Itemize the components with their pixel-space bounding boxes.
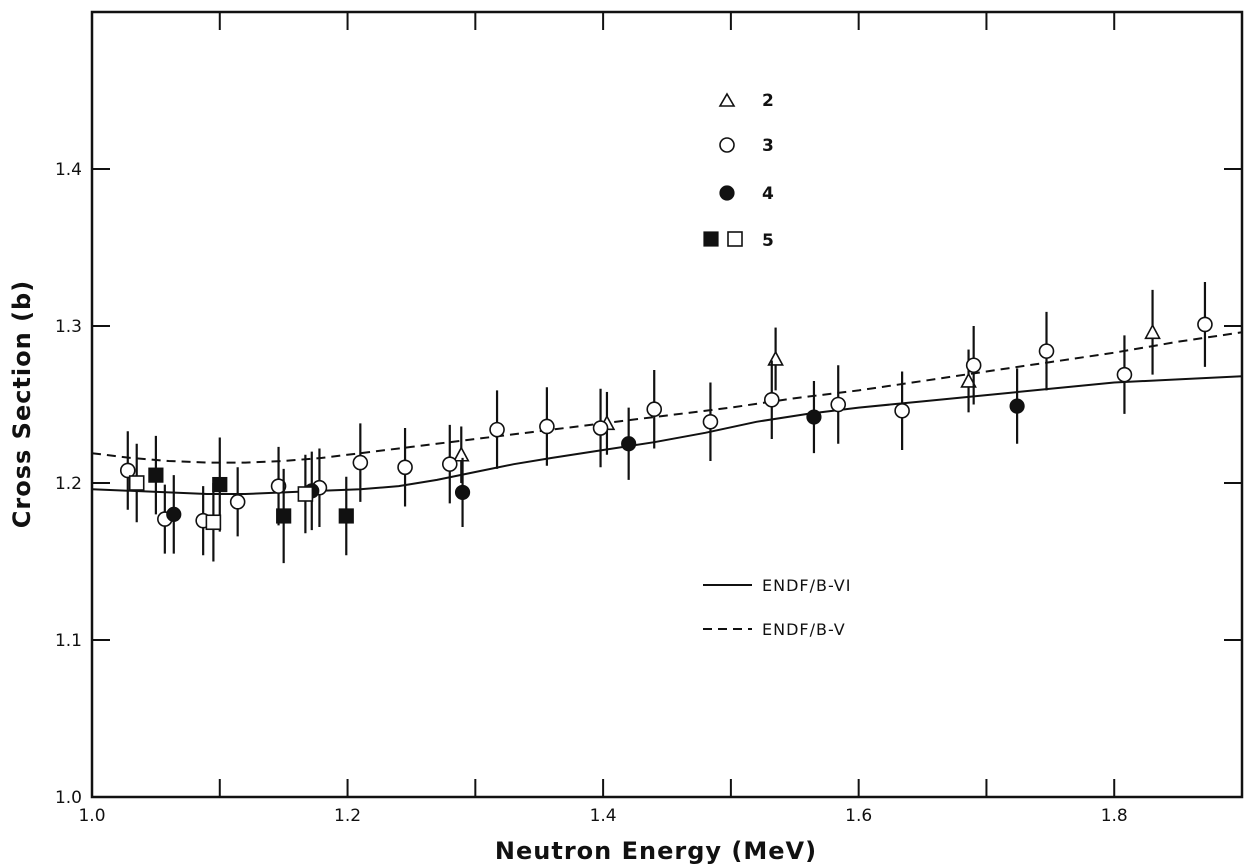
data-point-open-circle [441, 456, 458, 472]
y-tick-label: 1.0 [55, 788, 82, 808]
legend-label-3: 3 [762, 136, 774, 156]
x-tick-label: 1.4 [590, 806, 617, 826]
data-points [119, 282, 1213, 564]
legend-markers: 2 3 4 5 [703, 91, 774, 251]
data-point-open-circle [352, 454, 369, 471]
data-point-filled-square [276, 508, 292, 524]
data-point-open-circle [702, 413, 719, 430]
data-point-filled-circle [806, 409, 822, 425]
data-point-filled-circle [621, 436, 637, 452]
y-axis-title: Cross Section (b) [8, 280, 36, 528]
data-point-open-circle [270, 478, 287, 494]
data-point-filled-square [148, 467, 164, 483]
data-point-open-square [205, 514, 222, 531]
y-tick-label: 1.2 [55, 474, 82, 494]
y-tick-label: 1.4 [55, 160, 82, 180]
data-point-open-circle [1197, 316, 1213, 333]
data-point-open-circle [539, 418, 555, 435]
y-tick-label: 1.1 [55, 631, 82, 651]
data-point-open-triangle [960, 372, 977, 388]
data-point-filled-square [338, 508, 354, 524]
legend-label-5: 5 [762, 231, 774, 251]
data-point-open-square [128, 475, 145, 491]
data-point-open-triangle [1144, 323, 1161, 340]
y-tick-label: 1.3 [55, 317, 82, 337]
data-point-filled-square [212, 476, 228, 493]
x-tick-label: 1.0 [78, 806, 105, 826]
data-point-open-circle [229, 494, 246, 510]
data-point-open-circle [894, 402, 910, 419]
data-point-filled-circle [1009, 398, 1025, 414]
legend-filled-circle-marker [719, 185, 735, 201]
data-point-open-circle [397, 459, 413, 476]
data-point-open-square [297, 486, 314, 502]
x-tick-label: 1.8 [1101, 806, 1128, 826]
data-point-open-circle [1038, 343, 1055, 359]
data-point-open-circle [830, 396, 847, 413]
data-point-filled-circle [166, 506, 182, 523]
x-tick-label: 1.2 [334, 806, 361, 826]
data-point-open-circle [646, 401, 663, 418]
x-tick-label: 1.6 [845, 806, 872, 826]
data-point-open-circle [763, 391, 780, 408]
legend-open-square-marker [727, 231, 743, 247]
x-axis-title: Neutron Energy (MeV) [495, 837, 817, 865]
legend-open-circle-marker [719, 137, 735, 153]
legend-lines: ENDF/B-VI ENDF/B-V [703, 576, 851, 639]
endf-b-v-curve [91, 331, 1243, 464]
data-point-open-circle [592, 420, 609, 436]
data-point-filled-circle [454, 484, 471, 501]
legend-label-endf-b-v: ENDF/B-V [762, 620, 846, 639]
data-point-open-circle [119, 462, 136, 479]
data-point-open-triangle [452, 446, 470, 462]
data-point-open-circle [1116, 366, 1133, 383]
legend-open-triangle-marker [718, 92, 736, 107]
plot-frame [90, 10, 1244, 799]
endf-b-vi-curve [91, 375, 1243, 495]
model-curves [91, 331, 1243, 495]
axis-ticks: 1.0 1.2 1.4 1.6 1.8 1.0 1.1 1.2 1.3 1.4 [55, 12, 1242, 826]
legend-filled-square-marker [703, 231, 719, 247]
legend-label-endf-b-vi: ENDF/B-VI [762, 576, 851, 595]
legend-label-2: 2 [762, 91, 774, 111]
data-point-open-circle [489, 421, 505, 438]
data-point-open-circle [965, 357, 982, 374]
legend-label-4: 4 [762, 184, 774, 204]
